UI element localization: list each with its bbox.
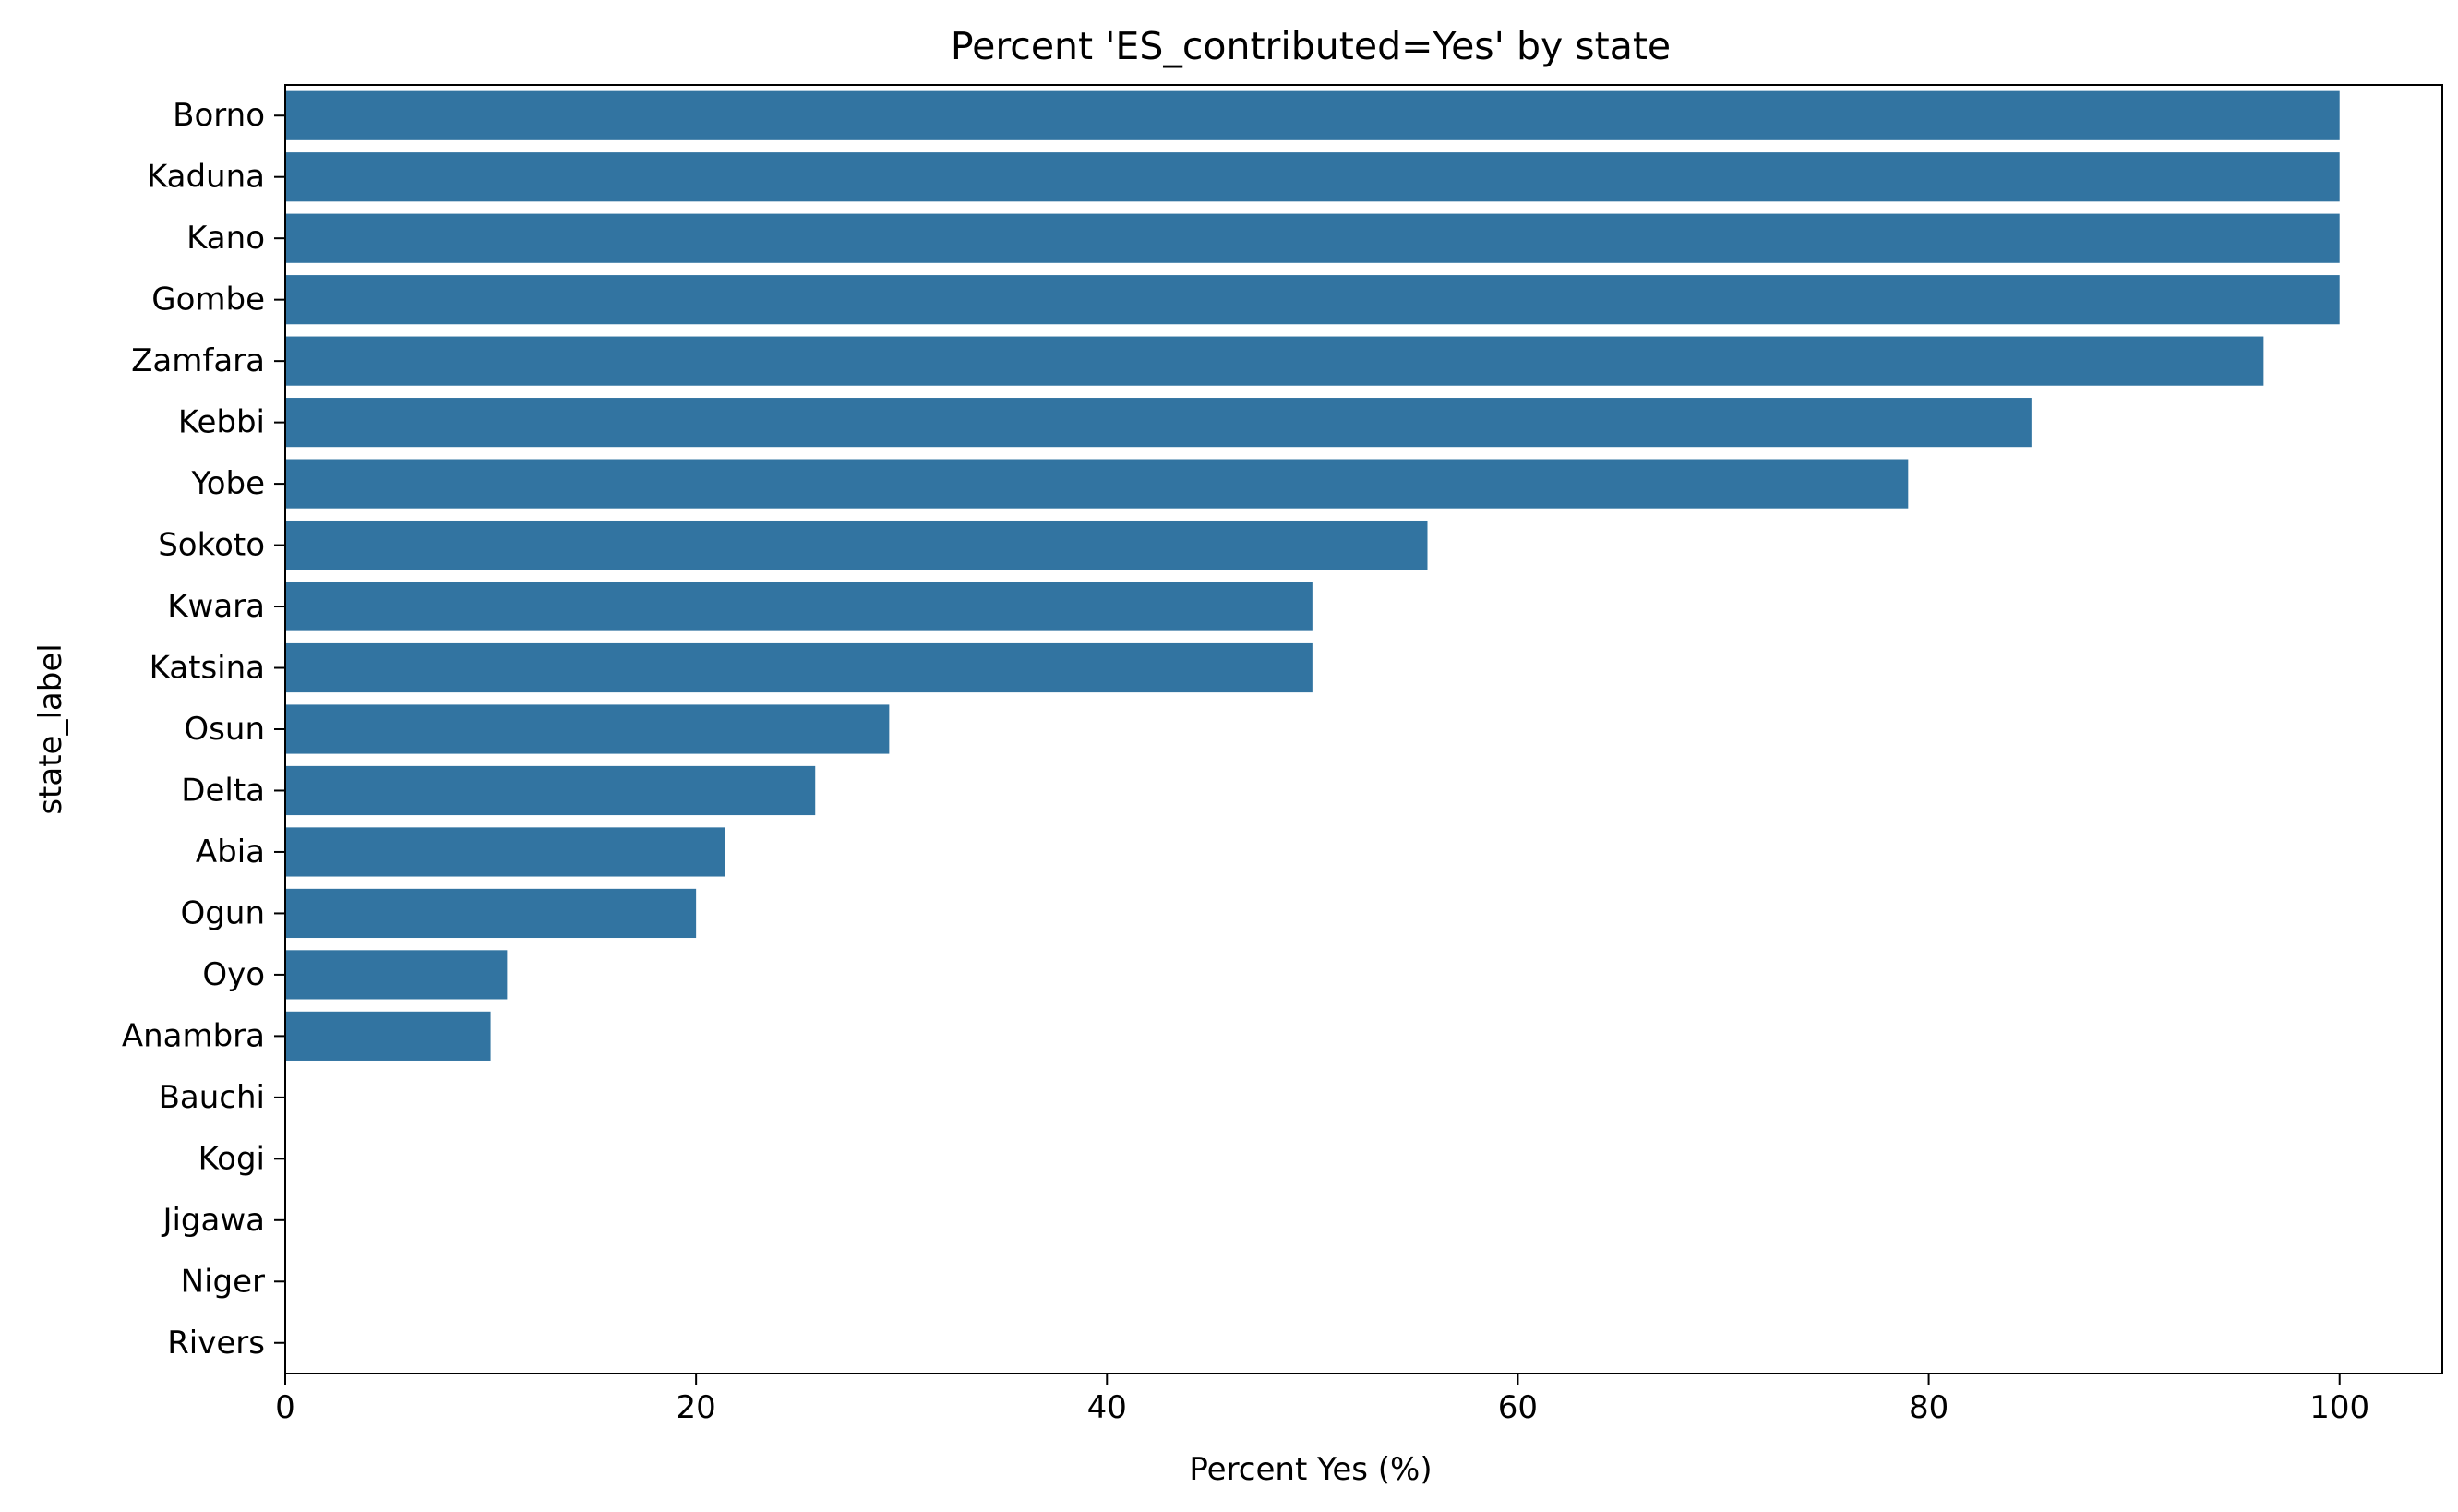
- x-axis-ticks: 0 20 40 60 80 100: [275, 1374, 2369, 1426]
- y-axis-label: state_label: [32, 643, 69, 814]
- y-tick-label-kwara: Kwara: [167, 588, 265, 625]
- chart-title: Percent 'ES_contributed=Yes' by state: [951, 24, 1671, 68]
- x-tick-label-80: 80: [1909, 1389, 1948, 1426]
- bar-delta: [285, 765, 816, 816]
- y-tick-label-rivers: Rivers: [167, 1325, 265, 1362]
- y-tick-label-abia: Abia: [196, 834, 265, 870]
- y-tick-label-zamfara: Zamfara: [131, 342, 265, 379]
- x-axis-label: Percent Yes (%): [1189, 1451, 1432, 1488]
- bar-katsina: [285, 642, 1313, 693]
- y-tick-label-yobe: Yobe: [190, 465, 265, 502]
- y-tick-label-oyo: Oyo: [202, 956, 265, 993]
- bar-kebbi: [285, 398, 2032, 448]
- y-tick-label-niger: Niger: [181, 1263, 265, 1300]
- bars-group: [285, 90, 2340, 1061]
- y-tick-label-sokoto: Sokoto: [158, 527, 265, 564]
- x-tick-label-60: 60: [1498, 1389, 1538, 1426]
- y-tick-label-osun: Osun: [184, 711, 265, 748]
- plot-frame: [284, 84, 2443, 1374]
- y-tick-label-gombe: Gombe: [151, 282, 265, 318]
- y-tick-label-kogi: Kogi: [198, 1140, 265, 1177]
- bar-gombe: [285, 275, 2340, 325]
- bar-borno: [285, 90, 2340, 140]
- bar-sokoto: [285, 520, 1428, 570]
- bar-osun: [285, 704, 890, 754]
- bar-kwara: [285, 582, 1313, 631]
- bar-zamfara: [285, 336, 2264, 386]
- bar-ogun: [285, 888, 697, 939]
- x-tick-label-40: 40: [1087, 1389, 1127, 1426]
- y-axis-ticks: Borno Kaduna Kano Gombe Zamfara Kebbi Yobe Soko…: [122, 97, 285, 1362]
- bar-kano: [285, 213, 2340, 263]
- bar-anambra: [285, 1011, 491, 1061]
- y-tick-label-anambra: Anambra: [122, 1017, 265, 1054]
- bar-abia: [285, 827, 725, 877]
- x-tick-label-100: 100: [2309, 1389, 2369, 1426]
- bar-kaduna: [285, 152, 2340, 202]
- y-tick-label-jigawa: Jigawa: [161, 1202, 265, 1239]
- y-tick-label-kano: Kano: [186, 220, 265, 257]
- y-tick-label-kebbi: Kebbi: [178, 404, 265, 441]
- bar-yobe: [285, 459, 1909, 509]
- x-tick-label-20: 20: [677, 1389, 716, 1426]
- y-tick-label-bauchi: Bauchi: [159, 1079, 265, 1116]
- y-tick-label-katsina: Katsina: [150, 650, 265, 687]
- y-tick-label-delta: Delta: [181, 772, 265, 809]
- bar-oyo: [285, 950, 508, 1000]
- x-tick-label-0: 0: [275, 1389, 295, 1426]
- y-tick-label-kaduna: Kaduna: [147, 159, 265, 196]
- y-tick-label-ogun: Ogun: [181, 894, 265, 931]
- y-tick-label-borno: Borno: [173, 97, 265, 134]
